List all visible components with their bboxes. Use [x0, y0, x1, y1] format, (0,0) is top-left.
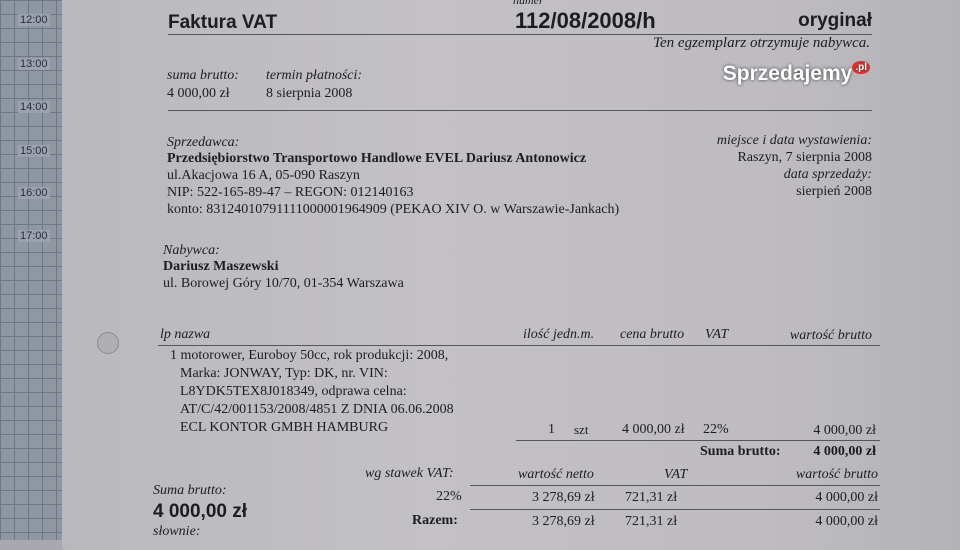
- razem-vat: 721,31 zł: [625, 514, 678, 529]
- copy-note: Ten egzemplarz otrzymuje nabywca.: [653, 35, 870, 51]
- total-label: Suma brutto:: [700, 444, 781, 459]
- punch-hole: [97, 332, 119, 354]
- vat-net-header: wartość netto: [518, 467, 594, 482]
- due-label: termin płatności:: [266, 68, 363, 83]
- vat-rate-header: wg stawek VAT:: [365, 466, 454, 481]
- seller-label: Sprzedawca:: [167, 135, 240, 150]
- invoice-paper: [62, 0, 960, 550]
- col-name: lp nazwa: [160, 327, 211, 342]
- razem-net: 3 278,69 zł: [532, 514, 595, 529]
- sum-label: suma brutto:: [167, 68, 239, 83]
- vat-gross-header: wartość brutto: [795, 467, 878, 482]
- sale-date-label: data sprzedaży:: [783, 167, 872, 182]
- col-qty-unit: ilość jedn.m.: [523, 327, 595, 342]
- sale-date: sierpień 2008: [796, 184, 872, 199]
- invoice-title: Faktura VAT: [168, 12, 278, 33]
- buyer-name: Dariusz Maszewski: [163, 259, 279, 274]
- watermark-logo: Sprzedajemy .pl: [723, 61, 870, 86]
- time-label: 12:00: [18, 14, 50, 26]
- time-label: 15:00: [18, 145, 50, 157]
- time-label: 17:00: [18, 230, 50, 242]
- time-label: 16:00: [18, 187, 50, 199]
- razem-gross: 4 000,00 zł: [815, 514, 878, 529]
- col-value: wartość brutto: [789, 328, 872, 343]
- place-date-label: miejsce i data wystawienia:: [716, 133, 872, 148]
- vat-vat-header: VAT: [664, 467, 688, 482]
- place-date: Raszyn, 7 sierpnia 2008: [737, 150, 872, 165]
- seller-name: Przedsiębiorstwo Transportowo Handlowe E…: [167, 151, 587, 166]
- vat-gross: 4 000,00 zł: [815, 490, 878, 505]
- seller-ids: NIP: 522-165-89-47 – REGON: 012140163: [167, 185, 414, 200]
- seller-account: konto: 83124010791111000001964909 (PEKAO…: [167, 202, 620, 217]
- invoice-number: 112/08/2008/h: [515, 8, 656, 33]
- in-words-label: słownie:: [153, 524, 201, 539]
- razem-label: Razem:: [412, 513, 458, 528]
- buyer-address: ul. Borowej Góry 10/70, 01-354 Warszawa: [163, 276, 404, 291]
- col-vat: VAT: [705, 327, 729, 342]
- number-label: numer: [513, 0, 544, 7]
- bottom-sum-value: 4 000,00 zł: [153, 501, 248, 522]
- vat-rate: 22%: [436, 489, 462, 504]
- due-value: 8 sierpnia 2008: [266, 86, 353, 101]
- sum-value: 4 000,00 zł: [167, 86, 230, 101]
- total-value: 4 000,00 zł: [813, 444, 876, 459]
- time-label: 14:00: [18, 101, 50, 113]
- copy-type: oryginał: [798, 10, 872, 31]
- bottom-sum-label: Suma brutto:: [153, 483, 227, 498]
- vat-amount: 721,31 zł: [625, 490, 678, 505]
- seller-address: ul.Akacjowa 16 A, 05-090 Raszyn: [167, 168, 360, 183]
- vat-net: 3 278,69 zł: [532, 490, 595, 505]
- time-label: 13:00: [18, 58, 50, 70]
- buyer-label: Nabywca:: [163, 243, 220, 258]
- col-price: cena brutto: [620, 327, 685, 342]
